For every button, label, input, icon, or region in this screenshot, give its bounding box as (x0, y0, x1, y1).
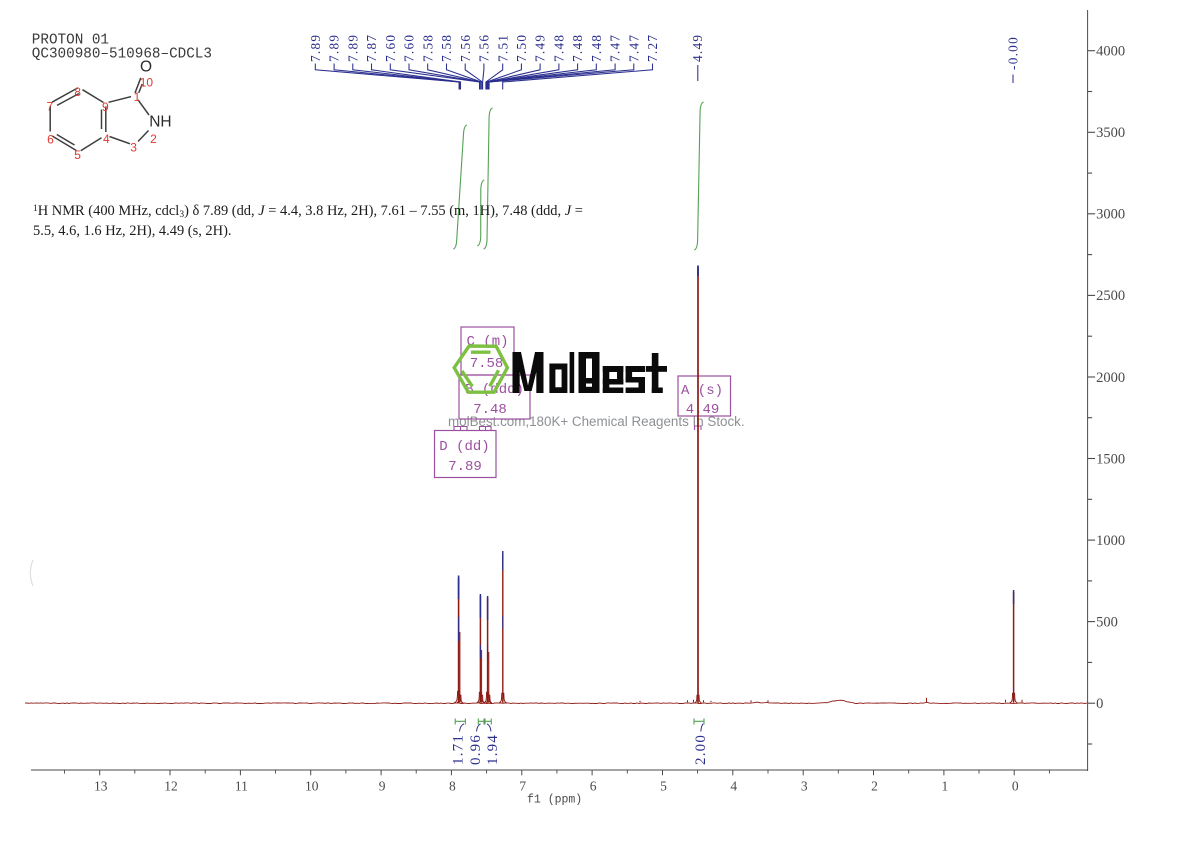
svg-text:molBest.com,180K+ Chemical Rea: molBest.com,180K+ Chemical Reagents In S… (448, 414, 745, 429)
svg-text:7.89: 7.89 (327, 34, 342, 62)
svg-text:7.56: 7.56 (477, 34, 492, 62)
svg-text:4.49: 4.49 (690, 34, 705, 62)
svg-text:8: 8 (449, 778, 456, 793)
svg-text:7.58: 7.58 (470, 356, 504, 372)
svg-text:1: 1 (942, 778, 949, 793)
svg-text:9: 9 (102, 100, 109, 114)
svg-text:7.89: 7.89 (448, 459, 482, 475)
svg-text:10: 10 (305, 778, 319, 793)
svg-text:11: 11 (235, 778, 248, 793)
svg-text:10: 10 (140, 75, 154, 89)
svg-text:7.89: 7.89 (345, 34, 360, 62)
svg-text:500: 500 (1096, 614, 1118, 630)
svg-text:4.49: 4.49 (686, 402, 720, 418)
svg-text:13: 13 (94, 778, 108, 793)
svg-text:7.48: 7.48 (589, 34, 604, 62)
svg-text:4: 4 (730, 778, 737, 793)
svg-text:7.49: 7.49 (533, 34, 548, 62)
svg-text:7.48: 7.48 (473, 402, 507, 418)
svg-text:12: 12 (164, 778, 178, 793)
svg-text:-0.00: -0.00 (1005, 36, 1020, 70)
svg-text:7: 7 (47, 99, 54, 113)
svg-text:7.48: 7.48 (570, 34, 585, 62)
svg-text:8: 8 (74, 85, 81, 99)
svg-text:f1 (ppm): f1 (ppm) (527, 794, 582, 807)
svg-text:NH: NH (149, 113, 171, 130)
svg-text:3000: 3000 (1096, 207, 1125, 223)
svg-text:5: 5 (74, 148, 81, 162)
svg-text:7.58: 7.58 (439, 34, 454, 62)
svg-text:1000: 1000 (1096, 533, 1125, 549)
svg-text:7.47: 7.47 (626, 34, 641, 62)
svg-text:1500: 1500 (1096, 451, 1125, 467)
svg-text:4000: 4000 (1096, 44, 1125, 60)
svg-text:2: 2 (150, 132, 157, 146)
svg-text:6: 6 (590, 778, 597, 793)
svg-text:0.96: 0.96 (468, 734, 484, 765)
svg-text:7.50: 7.50 (514, 34, 529, 62)
svg-text:PROTON 01: PROTON 01 (32, 32, 109, 48)
svg-text:QC300980–510968–CDCL3: QC300980–510968–CDCL3 (32, 47, 212, 63)
svg-text:2: 2 (871, 778, 878, 793)
svg-text:0: 0 (1096, 696, 1103, 712)
svg-text:O: O (140, 59, 152, 76)
svg-text:6: 6 (47, 133, 54, 147)
svg-text:3: 3 (801, 778, 808, 793)
svg-text:7.51: 7.51 (495, 34, 510, 62)
svg-text:7.47: 7.47 (608, 34, 623, 62)
svg-text:7.27: 7.27 (645, 34, 660, 62)
svg-text:7.60: 7.60 (383, 34, 398, 62)
svg-text:7.89: 7.89 (308, 34, 323, 62)
svg-text:7: 7 (519, 778, 526, 793)
svg-text:D (dd): D (dd) (439, 439, 489, 455)
svg-text:7.60: 7.60 (402, 34, 417, 62)
svg-text:A (s): A (s) (681, 383, 723, 399)
svg-text:9: 9 (379, 778, 386, 793)
svg-text:2500: 2500 (1096, 288, 1125, 304)
svg-text:2000: 2000 (1096, 370, 1125, 386)
svg-text:0: 0 (1012, 778, 1019, 793)
svg-text:7.48: 7.48 (552, 34, 567, 62)
svg-text:1.94: 1.94 (485, 734, 501, 765)
svg-text:7.56: 7.56 (458, 34, 473, 62)
svg-text:3: 3 (130, 140, 137, 154)
svg-text:1.71: 1.71 (451, 734, 467, 765)
svg-text:7.58: 7.58 (420, 34, 435, 62)
svg-text:3500: 3500 (1096, 125, 1125, 141)
svg-text:2.00: 2.00 (693, 734, 709, 765)
svg-text:1: 1 (134, 90, 141, 104)
svg-text:5: 5 (660, 778, 667, 793)
svg-text:7.87: 7.87 (364, 34, 379, 62)
svg-text:4: 4 (103, 132, 110, 146)
